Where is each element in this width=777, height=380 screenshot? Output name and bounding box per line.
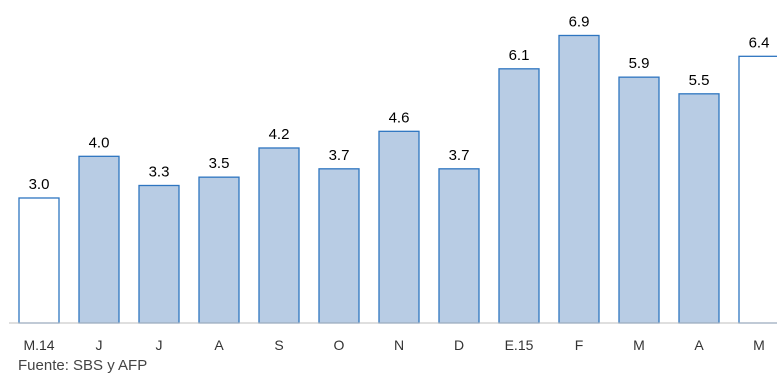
x-tick-label-9: F (575, 337, 584, 353)
bar-1 (78, 155, 120, 324)
bar-5 (318, 168, 360, 324)
x-tick-label-4: S (274, 337, 283, 353)
bar-12 (738, 55, 777, 324)
value-label-8: 6.1 (509, 47, 530, 64)
value-label-6: 4.6 (389, 109, 410, 126)
value-label-5: 3.7 (329, 147, 350, 164)
value-labels-group: 3.0 4.0 3.3 3.5 4.2 3.7 4.6 3.7 6.1 6.9 5.9 5.5 6.4 (29, 13, 770, 193)
bar-10 (618, 76, 660, 324)
x-tick-label-12: M (753, 337, 765, 353)
x-tick-label-6: N (394, 337, 404, 353)
x-tick-labels-group: M.14 J J A S O N D E.15 F M A M (23, 337, 764, 353)
x-tick-label-10: M (633, 337, 645, 353)
bar-6 (378, 130, 420, 324)
value-label-0: 3.0 (29, 176, 50, 193)
bar-2 (138, 184, 180, 324)
value-label-11: 5.5 (689, 72, 710, 89)
value-label-12: 6.4 (749, 34, 770, 51)
value-label-7: 3.7 (449, 147, 470, 164)
source-note: Fuente: SBS y AFP (18, 357, 148, 374)
x-tick-label-0: M.14 (23, 337, 54, 353)
bar-4 (258, 147, 300, 324)
x-tick-label-7: D (454, 337, 464, 353)
bar-9 (558, 34, 600, 324)
value-label-9: 6.9 (569, 13, 590, 30)
bar-3 (198, 176, 240, 324)
x-tick-label-11: A (694, 337, 704, 353)
bar-0 (18, 197, 60, 324)
x-tick-label-2: J (156, 337, 163, 353)
value-label-10: 5.9 (629, 55, 650, 72)
bar-11 (678, 93, 720, 324)
bar-7 (438, 168, 480, 324)
x-tick-label-1: J (96, 337, 103, 353)
value-label-3: 3.5 (209, 155, 230, 172)
value-label-4: 4.2 (269, 126, 290, 143)
value-label-1: 4.0 (89, 134, 110, 151)
x-tick-label-8: E.15 (505, 337, 534, 353)
x-tick-label-5: O (334, 337, 345, 353)
value-label-2: 3.3 (149, 163, 170, 180)
bars-group (18, 34, 777, 324)
bar-8 (498, 68, 540, 324)
x-tick-label-3: A (214, 337, 224, 353)
